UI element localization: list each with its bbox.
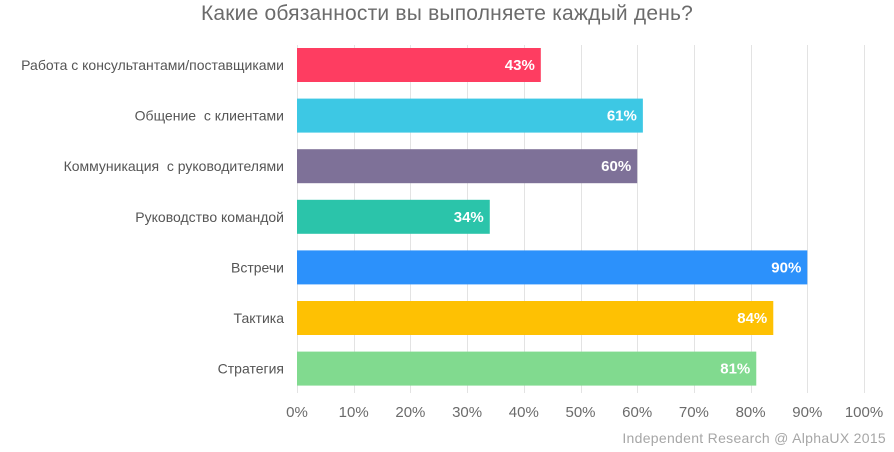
bar-value-label: 90%: [771, 259, 801, 276]
bar-value-label: 61%: [607, 108, 637, 125]
bar: [297, 250, 808, 285]
category-label: Стратегия: [218, 361, 284, 377]
category-labels: Работа с консультантами/поставщиками Обще…: [21, 57, 284, 377]
x-tick-label: 30%: [452, 404, 482, 421]
bar: [297, 301, 774, 335]
category-label: Общение с клиентами: [135, 108, 284, 124]
bar: [297, 199, 490, 234]
bar-value-label: 43%: [505, 57, 535, 74]
category-label: Коммуникация с руководителями: [64, 158, 284, 174]
x-tick-label: 20%: [395, 404, 425, 421]
category-label: Работа с консультантами/поставщиками: [21, 57, 284, 73]
x-tick-label: 0%: [286, 404, 308, 421]
x-tick-label: 10%: [339, 404, 369, 421]
bar-value-label: 34%: [454, 209, 484, 226]
bar: [297, 351, 757, 386]
bar-value-label: 84%: [737, 310, 767, 327]
category-label: Тактика: [234, 310, 285, 326]
x-tick-label: 60%: [622, 404, 652, 421]
bar-value-label: 81%: [720, 361, 750, 378]
x-tick-label: 40%: [509, 404, 539, 421]
x-tick-label: 100%: [845, 404, 883, 421]
bar: [297, 149, 638, 184]
x-tick-label: 80%: [736, 404, 766, 421]
x-tick-label: 50%: [565, 404, 595, 421]
x-tick-label: 70%: [679, 404, 709, 421]
credit-text: Independent Research @ AlphaUX 2015: [622, 430, 886, 446]
chart-title: Какие обязанности вы выполняете каждый д…: [200, 2, 694, 25]
category-label: Встречи: [231, 259, 284, 275]
bars: 43% 61% 60% 34% 90% 84% 81%: [297, 48, 808, 386]
bar-value-label: 60%: [601, 158, 631, 175]
x-axis-ticks: 0% 10% 20% 30% 40% 50% 60% 70% 80% 90% 100%: [286, 404, 883, 421]
bar: [297, 98, 643, 133]
category-label: Руководство командой: [135, 209, 284, 225]
bar: [297, 48, 541, 82]
x-tick-label: 90%: [792, 404, 822, 421]
